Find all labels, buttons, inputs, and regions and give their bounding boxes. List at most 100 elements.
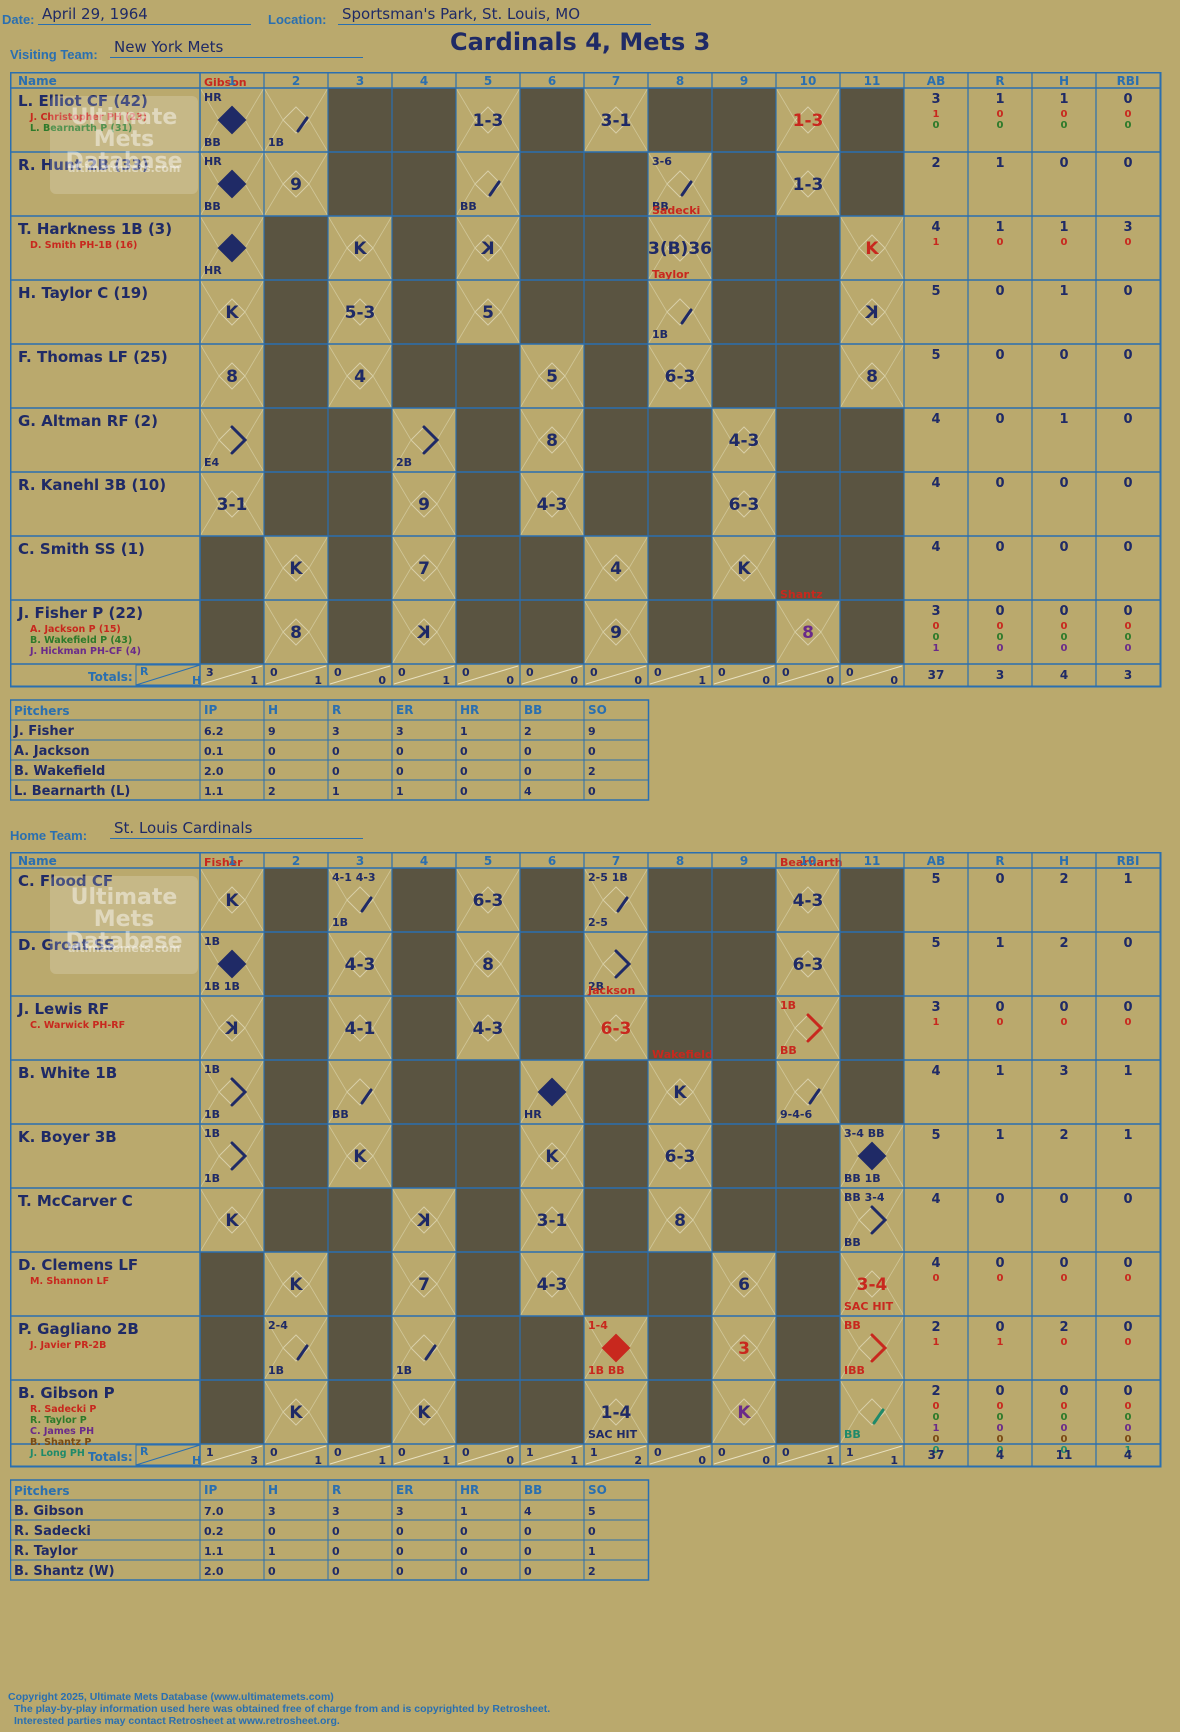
inning-header: 10	[800, 854, 817, 868]
diamond-guide	[628, 1379, 649, 1413]
diamond-guide	[519, 1251, 540, 1285]
inning-total-diagonal	[713, 665, 775, 685]
empty-inning-cell	[840, 152, 904, 216]
diamond-guide	[500, 963, 521, 997]
diamond-outline	[282, 1398, 310, 1426]
diamond-guide	[583, 567, 604, 601]
totals-key-diagonal	[135, 1444, 201, 1466]
inning-total-diagonal	[841, 1445, 903, 1465]
diamond-guide	[628, 963, 649, 997]
inning-runs-total: 0	[718, 666, 726, 679]
watermark-logo-box	[50, 96, 198, 194]
play-code: 3	[738, 1339, 750, 1359]
pitching-stat: 3	[396, 1505, 404, 1518]
inning-header: 3	[356, 74, 364, 88]
empty-inning-cell	[200, 536, 264, 600]
play-annotation: BB	[844, 1236, 861, 1249]
diamond-outline	[858, 1398, 886, 1426]
diamond-guide	[839, 1315, 860, 1349]
play-annotation: 1-4	[588, 1319, 608, 1332]
batter-stat: 1	[995, 936, 1004, 951]
diamond-guide	[647, 279, 668, 313]
pitching-stat-header: SO	[588, 1483, 607, 1497]
diamond-outline	[602, 554, 630, 582]
inning-hits-total: 1	[314, 1454, 322, 1467]
batter-name: K. Boyer 3B	[18, 1128, 117, 1146]
diamond-guide	[647, 311, 668, 345]
empty-inning-cell	[264, 344, 328, 408]
inning-header: 2	[292, 74, 300, 88]
diamond-guide	[436, 1379, 457, 1413]
basepath-mark	[296, 116, 309, 133]
diamond-guide	[199, 247, 220, 281]
visiting-team-name: New York Mets	[110, 38, 363, 58]
batter-stat: 4	[931, 540, 940, 555]
diamond-guide	[391, 1411, 412, 1445]
pitching-stat: 1	[396, 785, 404, 798]
batter-stat: 0	[933, 621, 940, 632]
diamond-guide	[500, 1027, 521, 1061]
batter-stat: 0	[1125, 1337, 1132, 1348]
diamond-guide	[692, 1219, 713, 1253]
diamond-guide	[884, 1315, 905, 1349]
play-code: 5-3	[345, 303, 376, 323]
diamond-guide	[647, 1123, 668, 1157]
batter-stat: 0	[1123, 936, 1132, 951]
diamond-guide	[263, 183, 284, 217]
inning-hits-total: 2	[634, 1454, 642, 1467]
play-code: 6-3	[665, 1147, 696, 1167]
batter-stat: 0	[1061, 1445, 1068, 1456]
empty-inning-cell	[264, 1060, 328, 1124]
diamond-outline	[474, 234, 502, 262]
play-code: 1-3	[793, 175, 824, 195]
batter-stat: 0	[995, 604, 1004, 619]
play-code: K	[225, 891, 239, 911]
diamond-guide	[692, 1059, 713, 1093]
batter-stat: 1	[933, 237, 940, 248]
stat-header: RBI	[1117, 854, 1140, 868]
diamond-guide	[455, 279, 476, 313]
diamond-guide	[647, 1091, 668, 1125]
pitching-stat: 3	[332, 725, 340, 738]
diamond-guide	[372, 1059, 393, 1093]
diamond-guide	[583, 1347, 604, 1381]
inning-hits-total: 0	[506, 1454, 514, 1467]
diamond-guide	[244, 151, 265, 185]
diamond-guide	[308, 87, 329, 121]
diamond-guide	[244, 1155, 265, 1189]
inning-hits-total: 1	[698, 674, 706, 687]
empty-inning-cell	[328, 600, 392, 664]
diamond-guide	[519, 1123, 540, 1157]
batter-stat: 0	[933, 1445, 940, 1456]
diamond-guide	[263, 631, 284, 665]
diamond-guide	[647, 1187, 668, 1221]
diamond-outline	[666, 1206, 694, 1234]
diamond-guide	[775, 899, 796, 933]
empty-inning-cell	[392, 344, 456, 408]
pitchers-header: Pitchers	[14, 704, 70, 718]
play-code: 1-4	[601, 1403, 632, 1423]
empty-inning-cell	[520, 152, 584, 216]
pitching-stat: 3	[396, 725, 404, 738]
batter-stat: 1	[997, 1337, 1004, 1348]
empty-inning-cell	[200, 600, 264, 664]
stat-header: AB	[927, 74, 945, 88]
inning-header: 1	[228, 74, 236, 88]
diamond-guide	[647, 247, 668, 281]
diamond-outline	[474, 298, 502, 326]
diamond-guide	[500, 183, 521, 217]
empty-inning-cell	[392, 216, 456, 280]
inning-header: 8	[676, 854, 684, 868]
empty-inning-cell	[840, 1060, 904, 1124]
diamond-guide	[391, 1379, 412, 1413]
pitching-stat: 2	[268, 785, 276, 798]
diamond-guide	[436, 471, 457, 505]
batter-stat: 1	[933, 643, 940, 654]
basepath-mark	[488, 180, 501, 197]
diamond-guide	[711, 1347, 732, 1381]
diamond-guide	[583, 119, 604, 153]
diamond-guide	[391, 631, 412, 665]
pitching-stat: 2.0	[204, 1565, 224, 1578]
diamond-guide	[244, 119, 265, 153]
pitchers-table-frame	[10, 1479, 650, 1581]
